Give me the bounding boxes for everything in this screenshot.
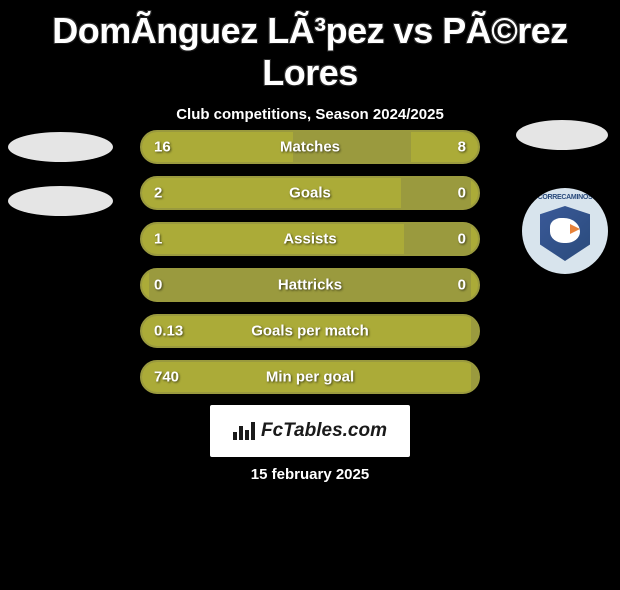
bar-right [471, 178, 478, 208]
stat-label: Hattricks [278, 277, 342, 294]
page-title: DomÃ­nguez LÃ³pez vs PÃ©rez Lores [0, 10, 620, 94]
team-logo-inner: CORRECAMINOS [530, 196, 600, 266]
value-left: 2 [154, 185, 162, 202]
stat-row: 740 Min per goal [140, 360, 480, 394]
brand-text: FcTables.com [261, 420, 387, 442]
brand-icon [233, 422, 255, 440]
stat-label: Assists [283, 231, 336, 248]
stat-row: 16 8 Matches [140, 130, 480, 164]
value-left: 0 [154, 277, 162, 294]
bar-left [142, 224, 404, 254]
bar-right [411, 132, 478, 162]
brand-box: FcTables.com [210, 405, 410, 457]
bar-left [142, 178, 401, 208]
value-left: 1 [154, 231, 162, 248]
value-right: 0 [458, 185, 466, 202]
value-left: 740 [154, 369, 179, 386]
player-right-avatar-1 [516, 120, 608, 150]
value-right: 8 [458, 139, 466, 156]
stat-label: Goals per match [251, 323, 369, 340]
team-logo-beak [570, 224, 580, 234]
player-left-avatar-1 [8, 132, 113, 162]
stats-container: 16 8 Matches 2 0 Goals 1 0 Assists 0 0 Hattricks 0.1… [140, 130, 480, 406]
stat-label: Goals [289, 185, 331, 202]
player-left-avatar-2 [8, 186, 113, 216]
stat-label: Matches [280, 139, 340, 156]
value-left: 0.13 [154, 323, 183, 340]
value-right: 0 [458, 231, 466, 248]
bar-left [142, 270, 149, 300]
date-text: 15 february 2025 [251, 466, 369, 483]
value-left: 16 [154, 139, 171, 156]
bar-right [471, 224, 478, 254]
subtitle: Club competitions, Season 2024/2025 [0, 106, 620, 123]
stat-row: 1 0 Assists [140, 222, 480, 256]
team-logo-right: CORRECAMINOS [522, 188, 608, 274]
value-right: 0 [458, 277, 466, 294]
team-logo-text: CORRECAMINOS [530, 194, 600, 201]
stat-row: 0.13 Goals per match [140, 314, 480, 348]
stat-row: 2 0 Goals [140, 176, 480, 210]
stat-label: Min per goal [266, 369, 354, 386]
bar-right [471, 270, 478, 300]
stat-row: 0 0 Hattricks [140, 268, 480, 302]
